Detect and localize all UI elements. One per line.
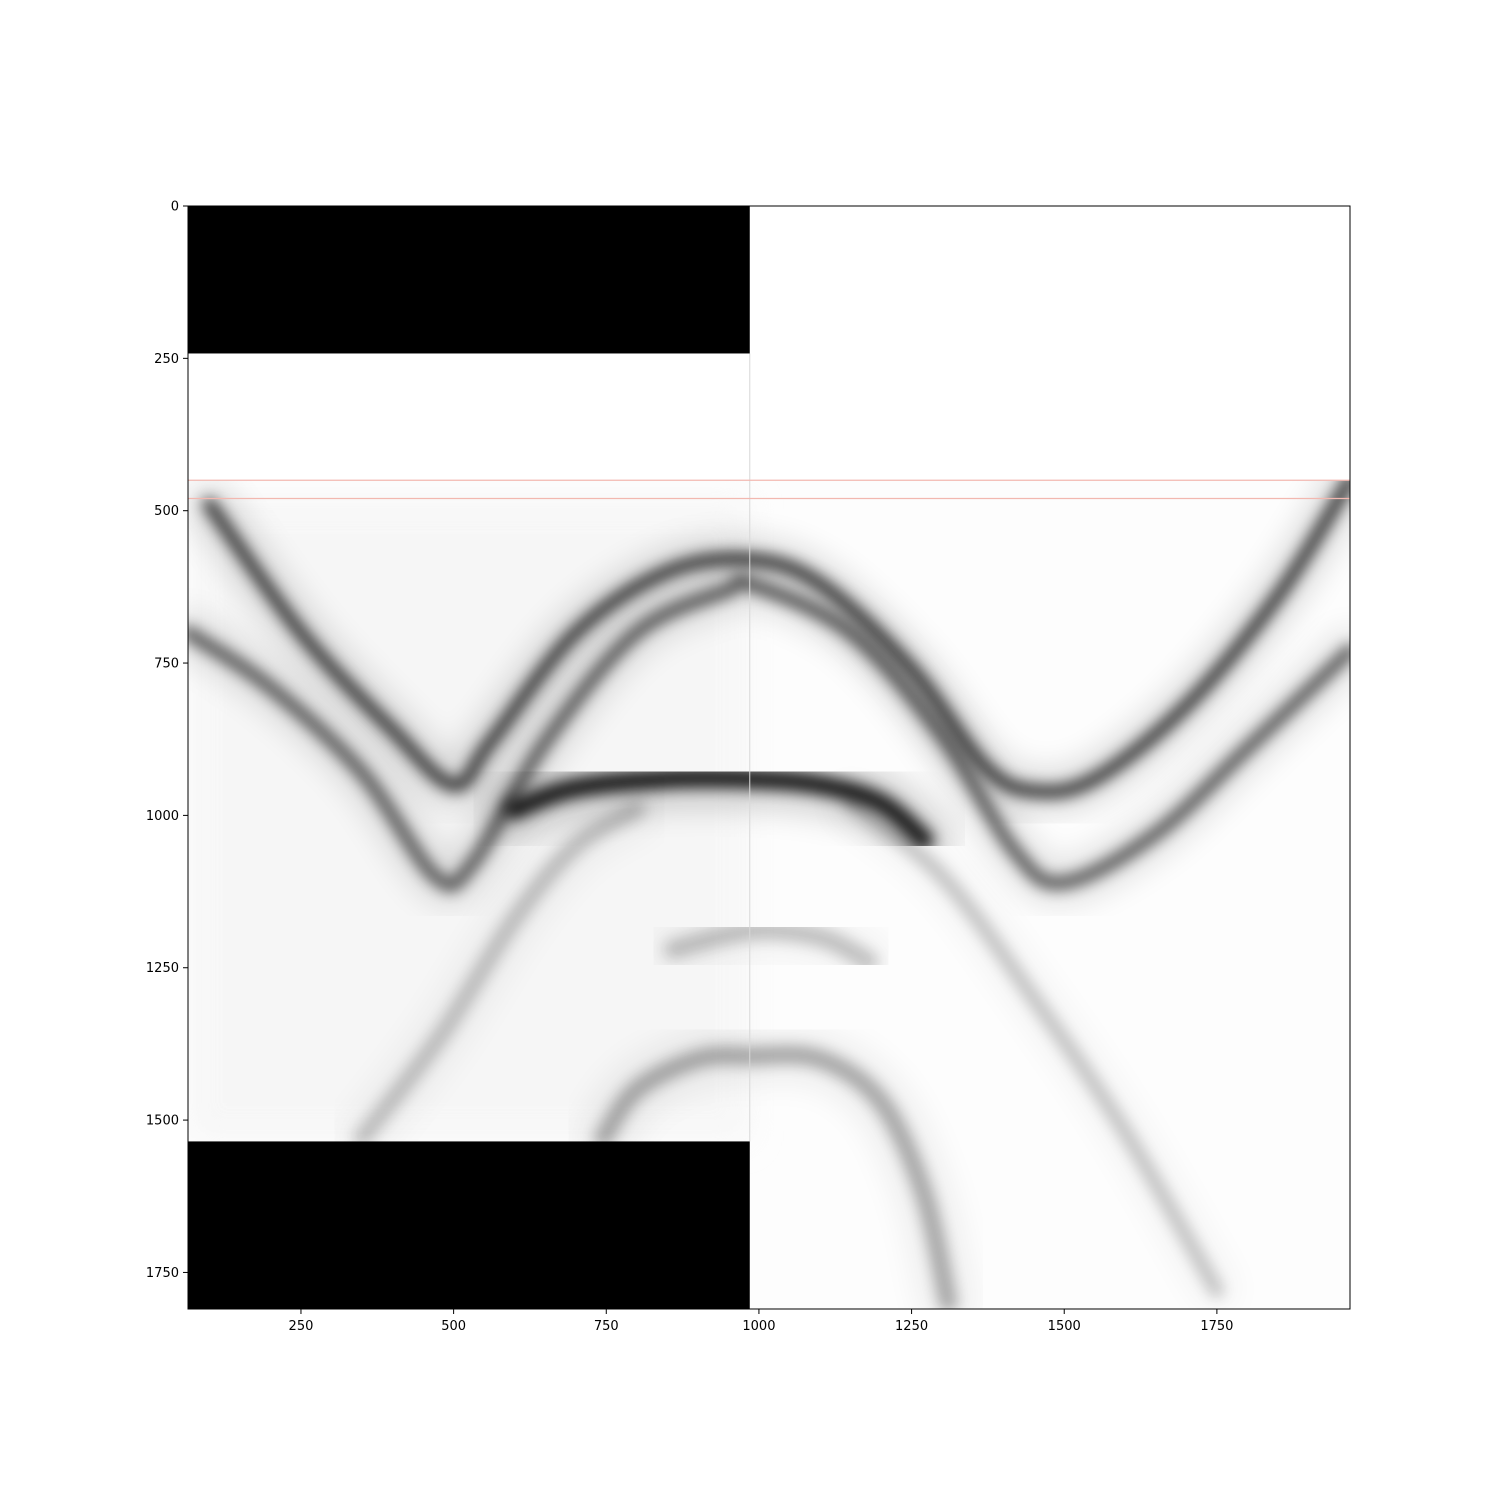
y-tick-label: 750 — [154, 657, 179, 672]
curve-diag-right-faint — [843, 796, 1224, 1298]
y-tick-label: 0 — [171, 200, 179, 215]
curve-arch-small — [664, 921, 878, 971]
x-tick-label: 500 — [441, 1319, 466, 1334]
x-tick-label: 250 — [289, 1319, 314, 1334]
curve-layer — [188, 460, 1350, 1309]
y-tick-label: 500 — [154, 504, 179, 519]
curve-diag-left-faint — [353, 801, 646, 1147]
y-tick-label: 1500 — [146, 1114, 179, 1129]
x-tick-label: 1000 — [742, 1319, 775, 1334]
mask-region-0 — [188, 206, 750, 354]
plot-frame — [187, 205, 1351, 1310]
curve-arch-bottom — [594, 1045, 958, 1309]
x-axis: 250 500 750 1000 1250 1500 1750 — [289, 1309, 1233, 1334]
x-tick-label: 1750 — [1200, 1319, 1233, 1334]
curve-arch-lower — [188, 573, 1350, 892]
y-tick-label: 1250 — [146, 961, 179, 976]
y-tick-label: 1750 — [146, 1266, 179, 1281]
right-panel-top-blank — [749, 206, 1350, 481]
blank-region — [188, 353, 750, 481]
y-axis: 0 250 500 750 1000 1250 1500 1750 — [146, 200, 188, 1281]
curve-arch-upper — [202, 473, 1350, 799]
mask-region-1 — [188, 1141, 750, 1309]
x-tick-label: 750 — [594, 1319, 619, 1334]
x-tick-label: 1250 — [895, 1319, 928, 1334]
y-tick-label: 1000 — [146, 809, 179, 824]
x-tick-label: 1500 — [1048, 1319, 1081, 1334]
plot-area — [188, 206, 1350, 1309]
y-tick-label: 250 — [154, 352, 179, 367]
